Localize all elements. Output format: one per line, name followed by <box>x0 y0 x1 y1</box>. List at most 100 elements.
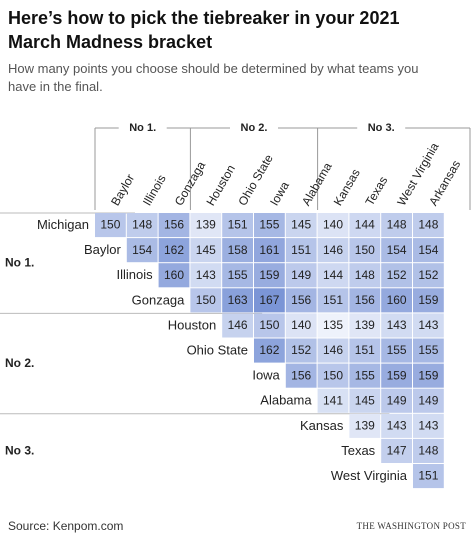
cell-value: 144 <box>355 218 375 232</box>
cell <box>349 238 381 263</box>
cell <box>317 338 349 363</box>
row-label: Iowa <box>252 368 280 383</box>
cell <box>317 388 349 413</box>
cell <box>254 238 285 263</box>
cell-value: 149 <box>291 268 311 282</box>
row-label: Alabama <box>260 393 312 408</box>
credit: THE WASHINGTON POST <box>356 521 466 531</box>
cell-value: 162 <box>259 343 279 357</box>
cell-value: 150 <box>355 243 375 257</box>
cell <box>317 313 349 338</box>
cell-value: 151 <box>355 343 375 357</box>
cell-value: 141 <box>323 393 343 407</box>
cell <box>190 263 222 288</box>
cell <box>381 338 412 363</box>
cell <box>317 213 349 238</box>
cell <box>381 238 412 263</box>
cell-value: 156 <box>291 368 311 382</box>
row-label: Houston <box>168 317 216 332</box>
column-label: Baylor <box>108 172 137 208</box>
row-label: Michigan <box>37 217 89 232</box>
cell-value: 156 <box>355 293 375 307</box>
cell <box>381 363 412 388</box>
column-label: Houston <box>204 162 238 208</box>
source: Source: Kenpom.com <box>8 519 124 533</box>
cell <box>381 413 412 438</box>
cell-value: 155 <box>387 343 407 357</box>
column-label: Arkansas <box>426 158 463 208</box>
cell <box>285 213 317 238</box>
cell-value: 148 <box>418 444 438 458</box>
row-label: Texas <box>341 443 375 458</box>
cell <box>317 238 349 263</box>
cell <box>413 388 444 413</box>
cell-value: 160 <box>387 293 407 307</box>
row-group-label: No 3. <box>5 444 34 458</box>
cell <box>126 213 158 238</box>
cell <box>381 263 412 288</box>
cell <box>158 263 190 288</box>
cell-value: 159 <box>387 368 407 382</box>
cell-value: 155 <box>259 218 279 232</box>
cell-value: 155 <box>418 343 438 357</box>
column-label: Alabama <box>299 160 335 208</box>
cell-value: 156 <box>291 293 311 307</box>
cell <box>413 363 444 388</box>
cell <box>285 263 317 288</box>
cell <box>254 263 285 288</box>
row-label: West Virginia <box>331 468 408 483</box>
cell-value: 152 <box>291 343 311 357</box>
cell-value: 148 <box>355 268 375 282</box>
cell-value: 140 <box>323 218 343 232</box>
cell-value: 146 <box>228 318 248 332</box>
cell <box>254 313 285 338</box>
cell-value: 144 <box>323 268 343 282</box>
cell-value: 159 <box>418 368 438 382</box>
cell <box>381 213 412 238</box>
cell-value: 159 <box>418 293 438 307</box>
cell-value: 139 <box>355 318 375 332</box>
cell-value: 149 <box>387 393 407 407</box>
cell-value: 152 <box>387 268 407 282</box>
cell-value: 162 <box>164 243 184 257</box>
cell <box>285 313 317 338</box>
cell-value: 147 <box>387 444 407 458</box>
cell <box>413 313 444 338</box>
title: Here’s how to pick the tiebreaker in you… <box>8 8 400 52</box>
subtitle: How many points you choose should be det… <box>8 61 419 94</box>
cell-value: 161 <box>259 243 279 257</box>
cell-value: 163 <box>228 293 248 307</box>
label-bg <box>118 120 167 136</box>
cell <box>158 213 190 238</box>
column-group-label: No 1. <box>129 122 156 134</box>
row-label: Kansas <box>300 418 344 433</box>
cell-value: 151 <box>228 218 248 232</box>
column-group-label: No 3. <box>368 122 395 134</box>
cell-value: 156 <box>164 218 184 232</box>
cell <box>222 288 253 313</box>
cell-value: 150 <box>100 218 120 232</box>
cell-value: 148 <box>132 218 152 232</box>
cell-value: 167 <box>259 293 279 307</box>
cell <box>158 238 190 263</box>
cell <box>222 263 253 288</box>
cell <box>381 313 412 338</box>
cell <box>413 338 444 363</box>
cell <box>222 313 253 338</box>
cell-value: 143 <box>387 318 407 332</box>
cell <box>317 363 349 388</box>
cell-value: 148 <box>387 218 407 232</box>
cell <box>190 238 222 263</box>
row-label: Gonzaga <box>132 292 186 307</box>
cell <box>254 213 285 238</box>
cell-value: 145 <box>355 393 375 407</box>
label-bg <box>230 120 278 136</box>
cell-value: 143 <box>196 268 216 282</box>
cell <box>190 288 222 313</box>
column-group-label: No 2. <box>241 122 268 134</box>
cell <box>95 213 126 238</box>
cell-value: 155 <box>355 368 375 382</box>
cell-value: 146 <box>323 243 343 257</box>
cell-value: 160 <box>164 268 184 282</box>
